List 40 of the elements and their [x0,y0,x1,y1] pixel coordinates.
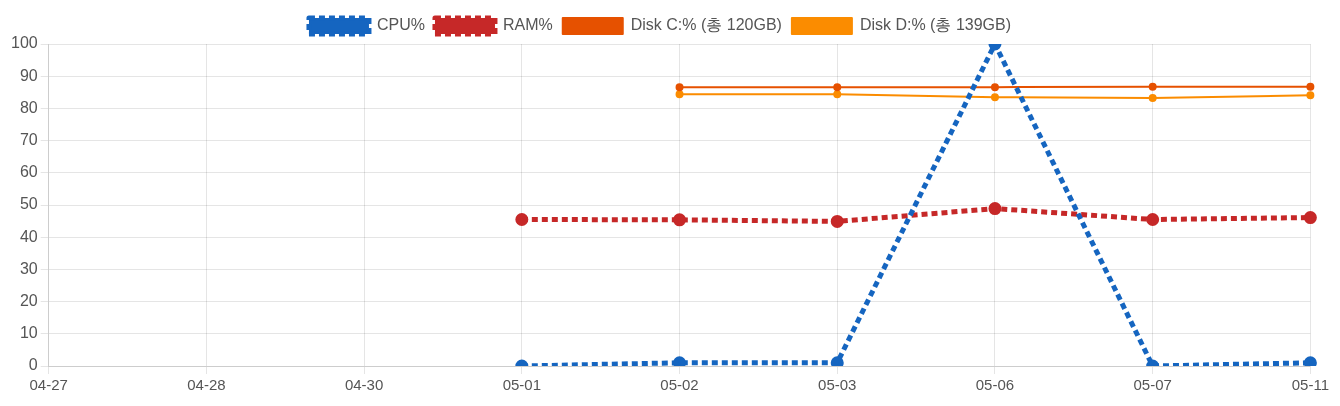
point [1148,94,1157,103]
point [515,212,529,226]
y-tick-label: 40 [19,227,38,245]
y-tick-label: 10 [19,324,38,342]
x-tick-label: 04-27 [29,376,68,394]
point [1146,212,1160,226]
x-tick-label: 05-07 [1133,376,1172,394]
point [833,83,842,92]
point [673,213,687,227]
x-tick-label: 05-02 [660,376,699,394]
point [1306,91,1315,100]
legend-label: CPU% [376,16,425,34]
y-tick-label: 80 [19,98,38,116]
point [833,90,842,99]
y-tick-label: 70 [19,131,38,149]
x-tick-label: 04-30 [344,376,384,394]
y-tick-label: 100 [10,34,38,52]
point [1148,82,1157,91]
point [675,83,684,92]
x-tick-label: 05-06 [975,376,1015,394]
point [675,90,684,99]
y-tick-label: 90 [19,66,38,84]
x-tick-label: 05-01 [502,376,542,394]
point [830,214,844,228]
y-tick-label: 60 [19,163,38,181]
point [1306,82,1315,91]
y-tick-label: 30 [19,259,38,277]
legend-label: Disk C:% (총 120GB) [630,16,782,34]
point [990,83,999,92]
x-tick-label: 05-11 [1291,376,1330,394]
point [1303,211,1317,225]
x-tick-label: 05-03 [818,376,857,394]
legend-label: Disk D:% (총 139GB) [859,16,1012,34]
point [990,93,999,102]
y-tick-label: 20 [19,292,38,310]
y-tick-label: 0 [28,356,38,374]
legend-label: RAM% [502,16,553,34]
x-tick-label: 04-28 [187,376,226,394]
y-tick-label: 50 [19,195,38,213]
point [988,202,1002,216]
